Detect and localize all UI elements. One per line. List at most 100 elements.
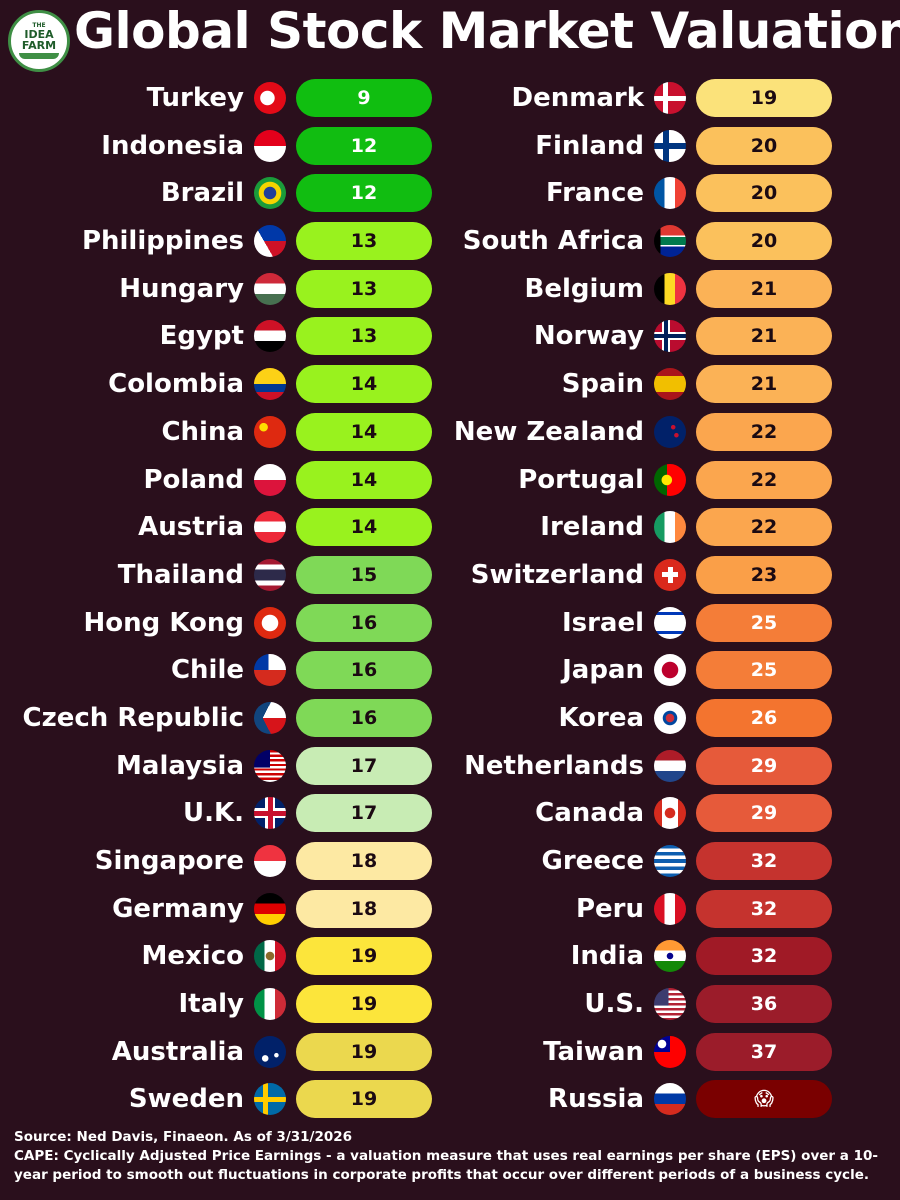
country-label: Hong Kong bbox=[83, 607, 244, 638]
country-label: Korea bbox=[558, 702, 644, 733]
country-label: Thailand bbox=[117, 559, 244, 590]
country-row: Russia 😱 bbox=[440, 1077, 900, 1125]
country-label: South Africa bbox=[462, 226, 644, 257]
cape-value-pill: 17 bbox=[296, 746, 432, 785]
hungary-flag-icon bbox=[254, 272, 286, 305]
portugal-flag-icon bbox=[654, 463, 686, 496]
country-row: Portugal 22 bbox=[440, 458, 900, 506]
country-row: Switzerland 23 bbox=[440, 553, 900, 601]
country-row: Egypt 13 bbox=[0, 314, 440, 362]
cape-value-pill: 19 bbox=[296, 1080, 432, 1119]
country-row: Malaysia 17 bbox=[0, 744, 440, 792]
country-label: Greece bbox=[541, 846, 644, 876]
cape-value-pill: 20 bbox=[696, 222, 832, 261]
colombia-flag-icon bbox=[254, 368, 286, 401]
country-label: Philippines bbox=[81, 226, 244, 257]
cape-value-pill: 29 bbox=[696, 794, 832, 833]
country-row: Mexico 19 bbox=[0, 934, 440, 982]
country-row: Ireland 22 bbox=[440, 505, 900, 553]
new-zealand-flag-icon bbox=[654, 415, 686, 448]
cape-value-pill: 25 bbox=[696, 651, 832, 690]
israel-flag-icon bbox=[654, 606, 686, 639]
cape-value-pill: 22 bbox=[696, 412, 832, 451]
norway-flag-icon bbox=[654, 320, 686, 353]
country-row: Brazil 12 bbox=[0, 171, 440, 219]
left-column: Turkey 9 Indonesia 12 Brazil 12 Philippines 13 H… bbox=[0, 76, 440, 1125]
country-label: Poland bbox=[143, 464, 245, 495]
cape-value-pill: 21 bbox=[696, 365, 832, 404]
country-row: Israel 25 bbox=[440, 601, 900, 649]
country-label: Mexico bbox=[141, 941, 244, 972]
sweden-flag-icon bbox=[254, 1083, 286, 1116]
netherlands-flag-icon bbox=[654, 749, 686, 782]
country-row: China 14 bbox=[0, 410, 440, 458]
belgium-flag-icon bbox=[654, 272, 686, 305]
singapore-flag-icon bbox=[254, 845, 286, 877]
cape-value-pill: 22 bbox=[696, 508, 832, 547]
country-row: Italy 19 bbox=[0, 982, 440, 1030]
hong-kong-flag-icon bbox=[254, 606, 286, 639]
country-label: Hungary bbox=[119, 273, 244, 304]
canada-flag-icon bbox=[654, 797, 686, 830]
country-row: New Zealand 22 bbox=[440, 410, 900, 458]
country-row: Hong Kong 16 bbox=[0, 601, 440, 649]
country-label: China bbox=[161, 416, 244, 447]
uk-flag-icon bbox=[254, 797, 286, 830]
country-label: Malaysia bbox=[116, 750, 244, 781]
cape-value-pill: 18 bbox=[296, 842, 432, 880]
russia-flag-icon bbox=[654, 1083, 686, 1116]
switzerland-flag-icon bbox=[654, 558, 686, 591]
country-row: Canada 29 bbox=[440, 791, 900, 839]
logo-line-2: IDEA bbox=[24, 28, 54, 41]
poland-flag-icon bbox=[254, 463, 286, 496]
country-label: Ireland bbox=[540, 512, 644, 543]
cape-value-pill: 25 bbox=[696, 603, 832, 642]
country-row: Belgium 21 bbox=[440, 267, 900, 315]
cape-value-pill: 13 bbox=[296, 317, 432, 356]
chile-flag-icon bbox=[254, 654, 286, 687]
peru-flag-icon bbox=[654, 892, 686, 925]
cape-definition: CAPE: Cyclically Adjusted Price Earnings… bbox=[14, 1148, 878, 1183]
cape-value-pill: 9 bbox=[296, 79, 432, 117]
cape-value-pill: 14 bbox=[296, 365, 432, 404]
cape-value-pill: 14 bbox=[296, 460, 432, 499]
country-label: Switzerland bbox=[470, 559, 644, 590]
japan-flag-icon bbox=[654, 654, 686, 687]
turkey-flag-icon bbox=[254, 82, 286, 114]
idea-farm-logo: THE IDEA FARM bbox=[8, 10, 70, 72]
cape-value-pill: 19 bbox=[296, 1032, 432, 1071]
denmark-flag-icon bbox=[654, 82, 686, 114]
country-row: Chile 16 bbox=[0, 648, 440, 696]
cape-value-pill: 32 bbox=[696, 889, 832, 928]
country-row: France 20 bbox=[440, 171, 900, 219]
cape-value-pill: 22 bbox=[696, 460, 832, 499]
source-note: Source: Ned Davis, Finaeon. As of 3/31/2… bbox=[14, 1129, 353, 1145]
country-row: Finland 20 bbox=[440, 124, 900, 172]
country-label: Norway bbox=[533, 321, 644, 352]
logo-line-3: FARM bbox=[21, 39, 57, 52]
finland-flag-icon bbox=[654, 129, 686, 162]
country-label: France bbox=[545, 178, 644, 209]
cape-value-pill: 18 bbox=[296, 889, 432, 928]
country-label: Chile bbox=[170, 655, 244, 686]
cape-value-pill: 20 bbox=[696, 174, 832, 213]
right-column: Denmark 19 Finland 20 France 20 South Africa 20… bbox=[440, 76, 900, 1125]
country-label: U.S. bbox=[584, 989, 644, 1020]
country-row: Japan 25 bbox=[440, 648, 900, 696]
country-row: South Africa 20 bbox=[440, 219, 900, 267]
country-row: Sweden 19 bbox=[0, 1077, 440, 1125]
brazil-flag-icon bbox=[254, 177, 286, 210]
country-row: Indonesia 12 bbox=[0, 124, 440, 172]
country-row: Colombia 14 bbox=[0, 362, 440, 410]
philippines-flag-icon bbox=[254, 225, 286, 258]
cape-value-pill: 16 bbox=[296, 651, 432, 690]
italy-flag-icon bbox=[254, 988, 286, 1021]
country-row: Taiwan 37 bbox=[440, 1030, 900, 1078]
country-label: Austria bbox=[138, 512, 244, 543]
taiwan-flag-icon bbox=[654, 1035, 686, 1068]
cape-value-pill: 21 bbox=[696, 269, 832, 308]
country-row: Singapore 18 bbox=[0, 839, 440, 887]
country-label: Denmark bbox=[511, 83, 644, 113]
cape-value-pill: 36 bbox=[696, 985, 832, 1024]
country-row: Netherlands 29 bbox=[440, 744, 900, 792]
